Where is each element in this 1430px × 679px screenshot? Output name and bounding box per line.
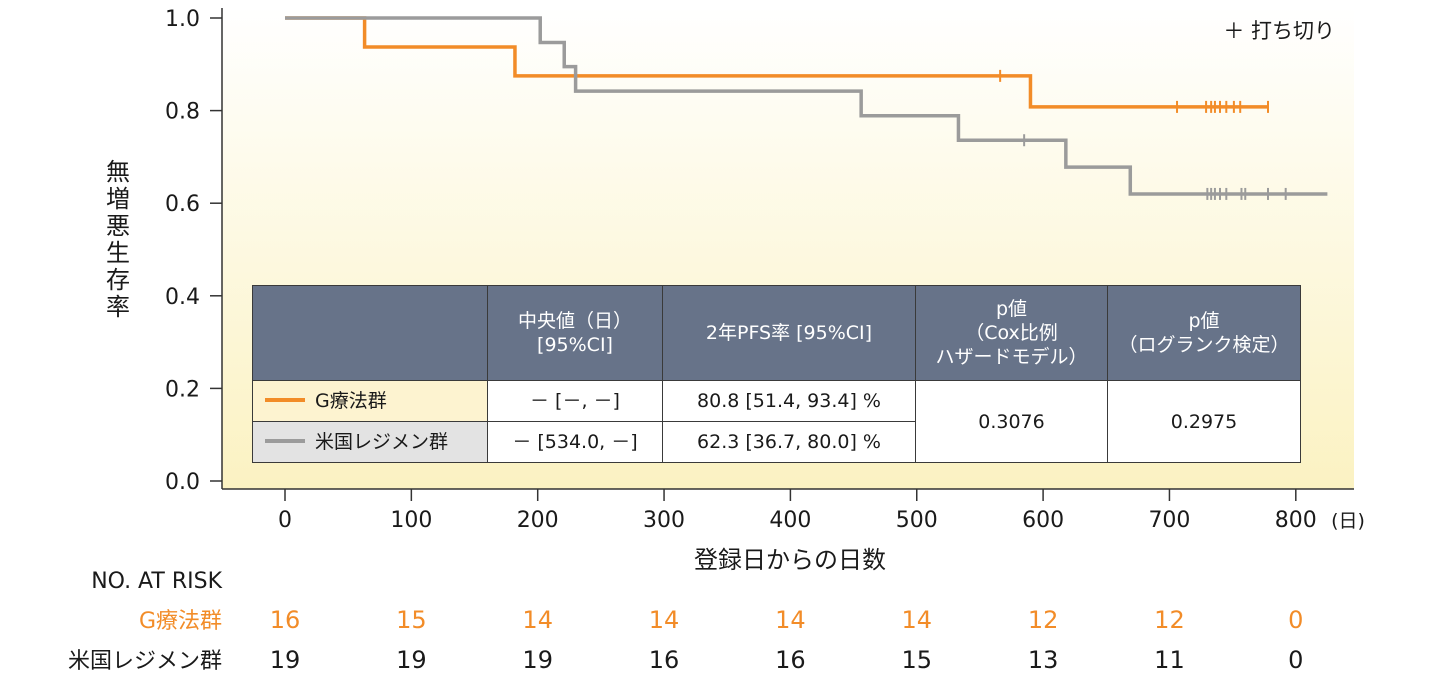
x-tick-label: 700 [1148, 508, 1190, 533]
legend-swatch-g [265, 397, 305, 402]
at-risk-value: 14 [901, 606, 932, 634]
x-axis-label: 登録日からの日数 [694, 546, 886, 574]
x-axis-unit: (日) [1331, 510, 1365, 532]
table-header-line: p値 [995, 298, 1028, 320]
summary-table-header: 中央値（日） [95%CI] 2年PFS率 [95%CI] p値 （Cox比例 ハザー… [252, 285, 1301, 381]
table-header-p-logrank: p値 （ログランク検定） [1107, 285, 1301, 381]
x-tick-label: 200 [517, 508, 559, 533]
at-risk-value: 12 [1154, 606, 1185, 634]
x-tick-label: 500 [896, 508, 938, 533]
table-header-pfs2y: 2年PFS率 [95%CI] [662, 285, 916, 381]
table-header-line: 2年PFS率 [95%CI] [705, 322, 873, 344]
x-tick-label: 300 [643, 508, 685, 533]
censor-legend: ＋ 打ち切り [1223, 19, 1335, 43]
table-header-line: 中央値（日） [517, 310, 632, 332]
table-header-line: （ログランク検定） [1118, 334, 1290, 356]
y-tick-label: 0.6 [165, 192, 200, 217]
table-row: G療法群 － [－, －] 80.8 [51.4, 93.4] % 0.3076… [252, 380, 1301, 463]
table-p-cox: 0.3076 [915, 380, 1108, 463]
at-risk-value: 14 [775, 606, 806, 634]
table-header-median: 中央値（日） [95%CI] [487, 285, 663, 381]
x-tick-label: 800 [1275, 508, 1317, 533]
table-row-us-pfs2y: 62.3 [36.7, 80.0] % [662, 421, 916, 463]
table-row-g-name: G療法群 [252, 380, 488, 422]
y-tick-label: 0.0 [165, 470, 200, 495]
summary-table: 中央値（日） [95%CI] 2年PFS率 [95%CI] p値 （Cox比例 ハザー… [252, 285, 1301, 463]
table-row-us-name: 米国レジメン群 [252, 421, 488, 463]
table-header-blank [252, 285, 488, 381]
at-risk-value: 11 [1154, 646, 1185, 674]
at-risk-value: 0 [1288, 606, 1303, 634]
at-risk-value: 19 [522, 646, 553, 674]
x-tick-label: 100 [390, 508, 432, 533]
y-tick-label: 0.8 [165, 100, 200, 125]
y-tick-label: 0.2 [165, 377, 200, 402]
at-risk-value: 13 [1028, 646, 1059, 674]
at-risk-label-g: G療法群 [139, 609, 222, 634]
table-row-us-median: － [534.0, －] [487, 421, 663, 463]
table-header-line: [95%CI] [537, 334, 613, 356]
x-tick-label: 400 [769, 508, 811, 533]
at-risk-value: 16 [270, 606, 301, 634]
table-header-line: ハザードモデル） [935, 346, 1088, 368]
series-line-g [285, 16, 1268, 109]
at-risk-value: 12 [1028, 606, 1059, 634]
table-header-line: p値 [1188, 310, 1220, 332]
at-risk-value: 16 [775, 646, 806, 674]
table-p-logrank: 0.2975 [1107, 380, 1301, 463]
at-risk-value: 0 [1288, 646, 1303, 674]
at-risk-value: 16 [649, 646, 680, 674]
table-header-line: （Cox比例 [965, 322, 1058, 344]
at-risk-value: 14 [522, 606, 553, 634]
at-risk-value: 14 [649, 606, 680, 634]
y-tick-label: 1.0 [165, 7, 200, 32]
table-row-g-label: G療法群 [315, 390, 387, 412]
at-risk-value: 15 [901, 646, 932, 674]
at-risk-label-us: 米国レジメン群 [68, 649, 222, 674]
table-row-g-pfs2y: 80.8 [51.4, 93.4] % [662, 380, 916, 422]
at-risk-value: 19 [270, 646, 301, 674]
at-risk-title: NO. AT RISK [91, 569, 222, 594]
legend-swatch-us [265, 438, 305, 443]
x-tick-label: 600 [1022, 508, 1064, 533]
table-row: 米国レジメン群 － [534.0, －] 62.3 [36.7, 80.0] % [252, 421, 1301, 463]
y-axis-label: 無増悪生存率 [106, 158, 130, 321]
at-risk-value: 15 [396, 606, 427, 634]
table-header-p-cox: p値 （Cox比例 ハザードモデル） [915, 285, 1108, 381]
y-tick-label: 0.4 [165, 285, 200, 310]
at-risk-value: 19 [396, 646, 427, 674]
series-line-us [285, 16, 1328, 196]
table-row-us-label: 米国レジメン群 [315, 431, 449, 453]
table-row-g-median: － [－, －] [487, 380, 663, 422]
x-tick-label: 0 [278, 508, 292, 533]
